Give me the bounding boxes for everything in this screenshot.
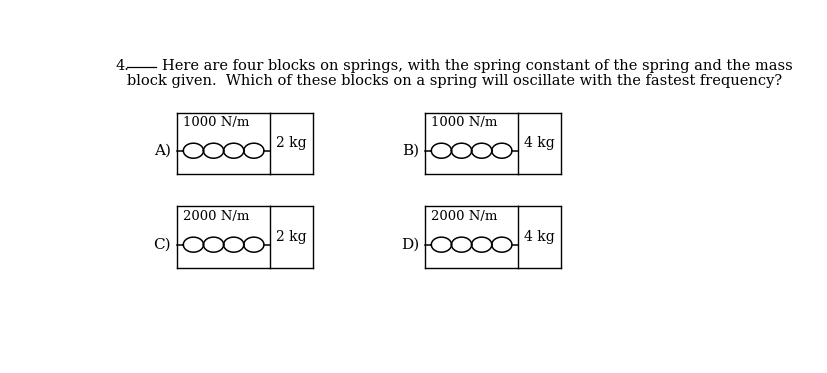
Text: 4 kg: 4 kg — [523, 136, 554, 150]
Text: 4 kg: 4 kg — [523, 230, 554, 244]
Text: Here are four blocks on springs, with the spring constant of the spring and the : Here are four blocks on springs, with th… — [161, 59, 791, 73]
Text: 1000 N/m: 1000 N/m — [183, 116, 250, 129]
Text: block given.  Which of these blocks on a spring will oscillate with the fastest : block given. Which of these blocks on a … — [127, 74, 781, 88]
Text: 2000 N/m: 2000 N/m — [431, 210, 497, 223]
Text: C): C) — [153, 238, 170, 252]
Text: 4.: 4. — [115, 59, 129, 73]
Text: 2 kg: 2 kg — [275, 230, 306, 244]
Text: D): D) — [400, 238, 418, 252]
Text: 2000 N/m: 2000 N/m — [183, 210, 250, 223]
Text: B): B) — [401, 144, 418, 158]
Text: 2 kg: 2 kg — [275, 136, 306, 150]
Text: A): A) — [154, 144, 170, 158]
Text: 1000 N/m: 1000 N/m — [431, 116, 497, 129]
